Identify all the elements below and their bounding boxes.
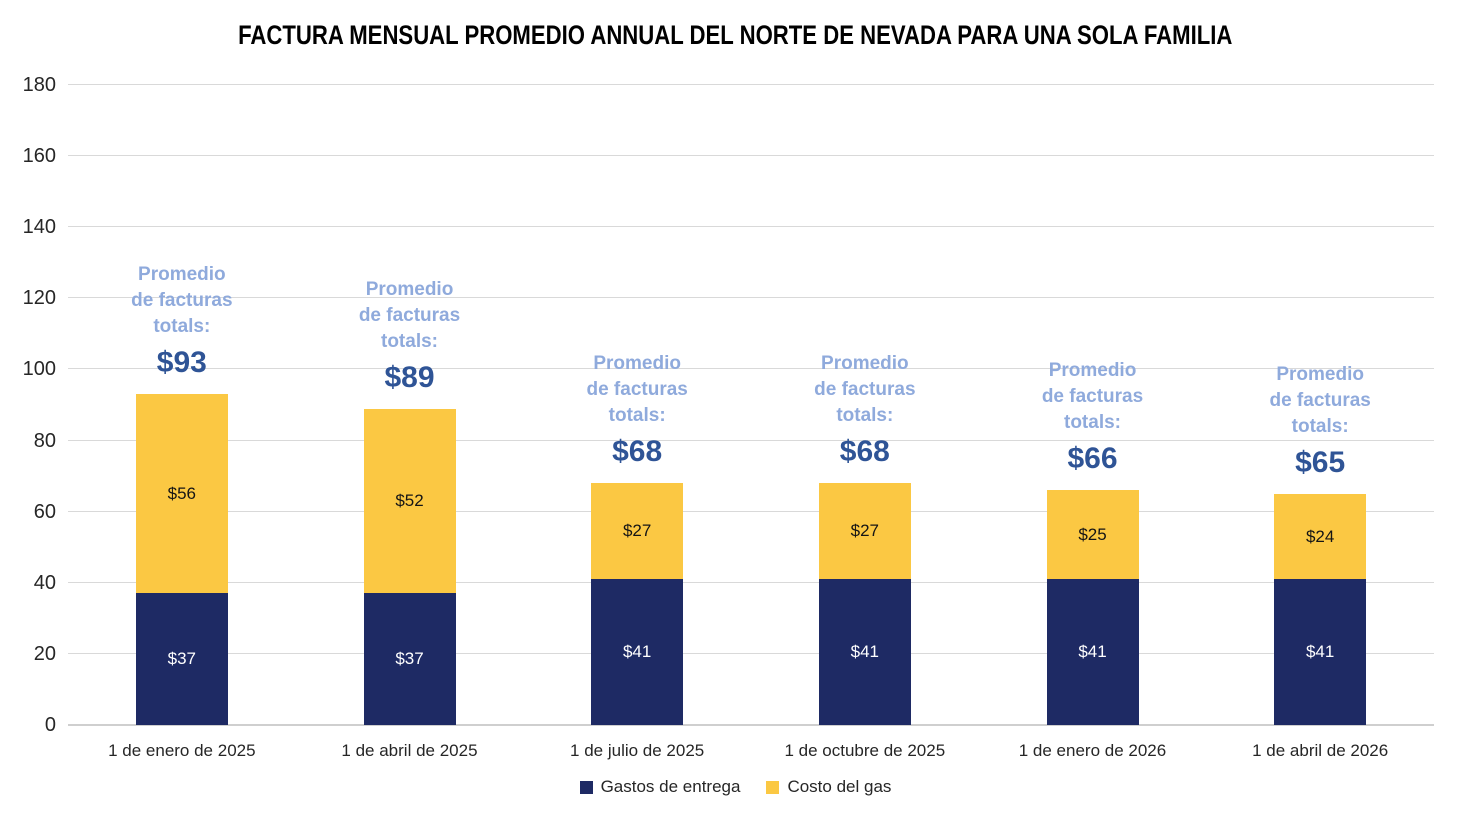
bar-annotation-total: $89 [384,360,435,394]
bar-segment: $37 [363,593,456,725]
bar-annotation: Promedio de facturas totals: $68 [765,351,965,469]
bar: $37 $52 [363,408,456,725]
bar-segment: $27 [818,483,911,580]
gridline [68,84,1434,85]
bar-annotation-text: totals: [1291,415,1349,437]
y-axis-tick-label: 160 [22,145,56,168]
bar-annotation: Promedio de facturas totals: $93 [82,262,282,380]
x-axis-category-label: 1 de abril de 2026 [1252,741,1389,760]
x-axis-category-label: 1 de enero de 2025 [108,741,256,760]
legend-label: Gastos de entrega [600,777,741,796]
bar-annotation-text: de facturas [131,290,233,312]
y-axis: 0 20 40 60 80 100 120 140 160 180 [0,74,56,736]
y-axis-tick-label: 180 [22,74,56,96]
bar: $41 $27 [591,483,684,725]
bar-annotation: Promedio de facturas totals: $66 [993,358,1193,476]
bar-annotation-text: Promedio [1048,360,1137,382]
chart-title: FACTURA MENSUAL PROMEDIO ANNUAL DEL NORT… [238,20,1233,50]
y-axis-tick-label: 0 [44,714,56,736]
bar-segment-value-label: $41 [850,642,880,662]
bar: $41 $24 [1274,493,1367,725]
bar-annotation-total: $65 [1295,445,1346,479]
bar-annotation-text: totals: [1064,412,1121,434]
gridline [68,155,1434,157]
x-axis-category-label: 1 de julio de 2025 [570,741,705,760]
bar-annotation-text: de facturas [1269,389,1371,411]
bar-annotation-text: de facturas [814,379,916,401]
bar-annotation-text: de facturas [1041,386,1144,408]
plot-area: $37 $56 Promedio de facturas totals: $93 $37 $5… [68,84,1434,726]
y-axis-tick-label: 40 [33,571,56,594]
x-axis-category-label: 1 de enero de 2026 [1018,741,1167,760]
legend-swatch [579,780,593,794]
bar-segment-value-label: $27 [622,521,652,541]
bar-segment-value-label: $41 [622,642,652,662]
bar-annotation-text: totals: [608,405,666,427]
bar: $41 $27 [818,483,911,725]
bar-segment-value-label: $41 [1078,642,1107,662]
legend-swatch [766,780,780,794]
bar-annotation-total: $68 [839,435,890,469]
y-axis-tick-label: 60 [33,500,56,523]
bar: $41 $25 [1046,490,1139,725]
bar-annotation-text: totals: [153,316,211,338]
x-axis: 1 de enero de 2025 1 de abril de 2025 1 de… [68,740,1434,764]
legend-item: Gastos de entrega [579,777,741,797]
bar-annotation-total: $93 [156,346,207,380]
gridline [68,368,1434,370]
bar-segment-value-label: $25 [1078,524,1107,544]
bar-annotation-text: Promedio [365,278,454,300]
bar-annotation-text: Promedio [593,353,681,375]
bar-segment-value-label: $27 [850,521,880,541]
bar-annotation-text: de facturas [358,304,461,326]
bar-segment: $41 [1274,579,1367,725]
bar-segment: $27 [591,483,684,580]
gridline [68,652,1434,654]
gridline [68,439,1434,441]
y-axis-tick-label: 120 [22,287,56,310]
bar-annotation-text: Promedio [138,264,226,286]
y-axis-tick-label: 100 [22,358,56,381]
gridline [68,226,1434,228]
bar-segment-value-label: $41 [1305,642,1335,662]
bar-annotation: Promedio de facturas totals: $65 [1220,362,1420,480]
bar-annotation: Promedio de facturas totals: $68 [537,351,737,469]
bar-segment: $41 [591,579,684,725]
gridline [68,510,1434,512]
y-axis-tick-label: 20 [33,642,56,665]
bar-annotation-text: de facturas [586,379,688,401]
bar-segment-value-label: $56 [167,483,197,503]
x-axis-category-label: 1 de octubre de 2025 [784,741,946,760]
bar-segment: $56 [135,394,228,594]
bar-annotation-text: Promedio [821,353,909,375]
legend-item: Costo del gas [766,777,891,797]
x-axis-category-label: 1 de abril de 2025 [341,741,478,760]
bar-annotation-text: Promedio [1276,363,1364,385]
bar-segment: $25 [1046,490,1139,580]
gridline [68,581,1434,583]
bar: $37 $56 [135,394,228,725]
bar-annotation-total: $68 [612,435,663,469]
bar-segment: $41 [1046,579,1139,725]
chart-title-row: FACTURA MENSUAL PROMEDIO ANNUAL DEL NORT… [0,20,1471,51]
bar-annotation: Promedio de facturas totals: $89 [310,277,510,395]
bar-annotation-text: totals: [836,405,894,427]
bar-segment: $41 [818,579,911,725]
bar-segment: $24 [1274,493,1367,580]
y-axis-tick-label: 140 [22,216,56,239]
bar-annotation-total: $66 [1067,442,1118,476]
legend-label: Costo del gas [787,777,892,796]
gridline [68,724,1434,726]
bar-segment-value-label: $52 [395,491,424,511]
legend: Gastos de entrega Costo del gas [0,777,1471,797]
y-axis-tick-label: 80 [33,429,56,452]
bar-segment: $37 [135,593,228,725]
bar-annotation-text: totals: [381,330,438,352]
bar-segment: $52 [363,408,456,594]
gridline [68,297,1434,299]
bar-segment-value-label: $37 [395,649,424,669]
bar-segment-value-label: $37 [167,649,197,669]
bar-segment-value-label: $24 [1305,526,1335,546]
